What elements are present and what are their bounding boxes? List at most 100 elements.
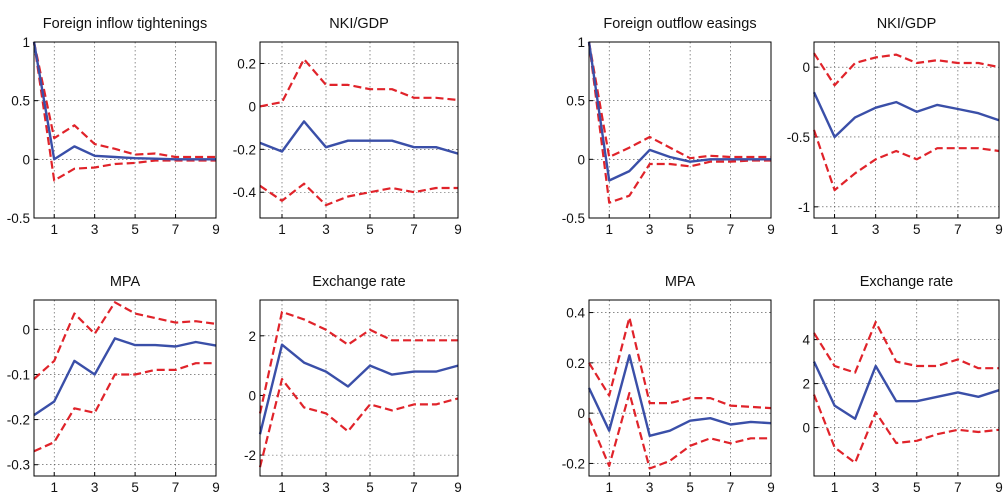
x-tick-label: 7 xyxy=(954,222,962,237)
x-tick-label: 1 xyxy=(831,222,839,237)
confidence-band-lower xyxy=(587,391,771,470)
y-tick-label: -0.5 xyxy=(7,211,30,226)
x-tick-label: 9 xyxy=(454,222,462,237)
confidence-band-upper xyxy=(259,58,459,108)
y-tick-label: 0 xyxy=(802,421,810,436)
y-tick-label: 0.5 xyxy=(566,94,585,109)
estimate-line xyxy=(32,41,216,161)
confidence-band-upper xyxy=(33,301,217,380)
irf-panel: Exchange rate 1 3 5 7 9 -2 0 2 xyxy=(244,274,462,495)
x-tick-label: 5 xyxy=(686,222,694,237)
x-tick-label: 7 xyxy=(410,480,418,495)
panel-title: Foreign inflow tightenings xyxy=(43,16,207,32)
x-tick-label: 1 xyxy=(831,480,839,495)
y-tick-label: -0.1 xyxy=(7,367,30,382)
confidence-band-lower xyxy=(258,378,459,468)
plot-frame xyxy=(259,299,459,477)
irf-panel: Foreign inflow tightenings 1 3 5 7 9 -0.5 0 0.5 1 xyxy=(7,16,220,237)
x-tick-label: 9 xyxy=(212,222,220,237)
confidence-band-lower xyxy=(33,362,216,453)
confidence-band-lower xyxy=(812,129,1000,192)
y-tick-label: 0 xyxy=(577,152,585,167)
x-tick-label: 7 xyxy=(172,222,180,237)
x-tick-label: 9 xyxy=(454,480,462,495)
x-tick-label: 3 xyxy=(646,480,654,495)
panel-title: MPA xyxy=(665,274,696,290)
irf-panel: MPA 1 3 5 7 9 -0.3 -0.2 -0.1 0 xyxy=(7,274,220,495)
panel-title: Exchange rate xyxy=(860,274,954,290)
estimate-line xyxy=(587,354,772,437)
x-tick-label: 5 xyxy=(686,480,694,495)
x-tick-label: 5 xyxy=(366,222,374,237)
confidence-band-upper xyxy=(588,316,772,410)
x-tick-label: 5 xyxy=(131,222,139,237)
x-tick-label: 1 xyxy=(50,480,58,495)
x-tick-label: 9 xyxy=(767,222,775,237)
plot-frame xyxy=(33,299,217,477)
irf-panel: Foreign outflow easings 1 3 5 7 9 -0.5 0 0.5 1 xyxy=(562,16,775,237)
y-tick-label: -0.5 xyxy=(562,211,585,226)
confidence-band-lower xyxy=(259,182,458,207)
x-tick-label: 7 xyxy=(727,480,735,495)
estimate-line xyxy=(812,91,1000,139)
x-tick-label: 3 xyxy=(91,480,99,495)
y-tick-label: 0.4 xyxy=(566,306,585,321)
x-tick-label: 3 xyxy=(322,480,330,495)
confidence-band-lower xyxy=(587,41,771,204)
x-tick-label: 7 xyxy=(410,222,418,237)
y-tick-label: -0.3 xyxy=(7,458,30,473)
x-tick-label: 7 xyxy=(727,222,735,237)
x-tick-label: 3 xyxy=(872,222,880,237)
x-tick-label: 1 xyxy=(50,222,58,237)
y-tick-label: -1 xyxy=(798,200,810,215)
panel-title: MPA xyxy=(110,274,141,290)
plot-frame xyxy=(588,41,772,219)
y-tick-label: 4 xyxy=(802,333,810,348)
x-tick-label: 1 xyxy=(605,480,613,495)
x-tick-label: 7 xyxy=(172,480,180,495)
x-tick-label: 5 xyxy=(913,480,921,495)
estimate-line xyxy=(258,343,459,435)
y-tick-label: 2 xyxy=(248,329,256,344)
x-tick-label: 9 xyxy=(995,480,1003,495)
panel-title: NKI/GDP xyxy=(877,16,937,32)
x-tick-label: 3 xyxy=(646,222,654,237)
confidence-band-lower xyxy=(812,394,1000,464)
x-tick-label: 5 xyxy=(913,222,921,237)
irf-panel: MPA 1 3 5 7 9 -0.2 0 0.2 0.4 xyxy=(562,274,775,495)
x-tick-label: 5 xyxy=(366,480,374,495)
y-tick-label: 0.2 xyxy=(566,356,585,371)
x-tick-label: 3 xyxy=(91,222,99,237)
y-tick-label: 0 xyxy=(248,388,256,403)
x-tick-label: 9 xyxy=(995,222,1003,237)
x-tick-label: 3 xyxy=(322,222,330,237)
x-tick-label: 5 xyxy=(131,480,139,495)
irf-panel: NKI/GDP 1 3 5 7 9 -1 -0.5 0 xyxy=(787,16,1003,237)
panel-title: NKI/GDP xyxy=(329,16,389,32)
y-tick-label: 1 xyxy=(577,35,585,50)
x-tick-label: 3 xyxy=(872,480,880,495)
y-tick-label: -0.2 xyxy=(7,413,30,428)
plot-frame xyxy=(588,299,772,477)
confidence-band-upper xyxy=(32,41,216,159)
estimate-line xyxy=(259,120,459,155)
plot-frame xyxy=(33,41,217,219)
y-tick-label: 0 xyxy=(248,99,256,114)
y-tick-label: 0 xyxy=(802,60,810,75)
confidence-band-upper xyxy=(813,52,1000,87)
confidence-band-upper xyxy=(813,320,999,374)
y-tick-label: 0.2 xyxy=(237,56,256,71)
x-tick-label: 1 xyxy=(278,222,286,237)
y-tick-label: -0.2 xyxy=(233,142,256,157)
plot-frame xyxy=(813,299,1000,477)
plot-frame xyxy=(259,41,459,219)
estimate-line xyxy=(812,361,1000,420)
y-tick-label: 0 xyxy=(22,152,30,167)
y-tick-label: -0.4 xyxy=(233,185,257,200)
x-tick-label: 1 xyxy=(605,222,613,237)
x-tick-label: 7 xyxy=(954,480,962,495)
y-tick-label: 0 xyxy=(577,406,585,421)
y-tick-label: 1 xyxy=(22,35,30,50)
estimate-line xyxy=(587,41,771,182)
